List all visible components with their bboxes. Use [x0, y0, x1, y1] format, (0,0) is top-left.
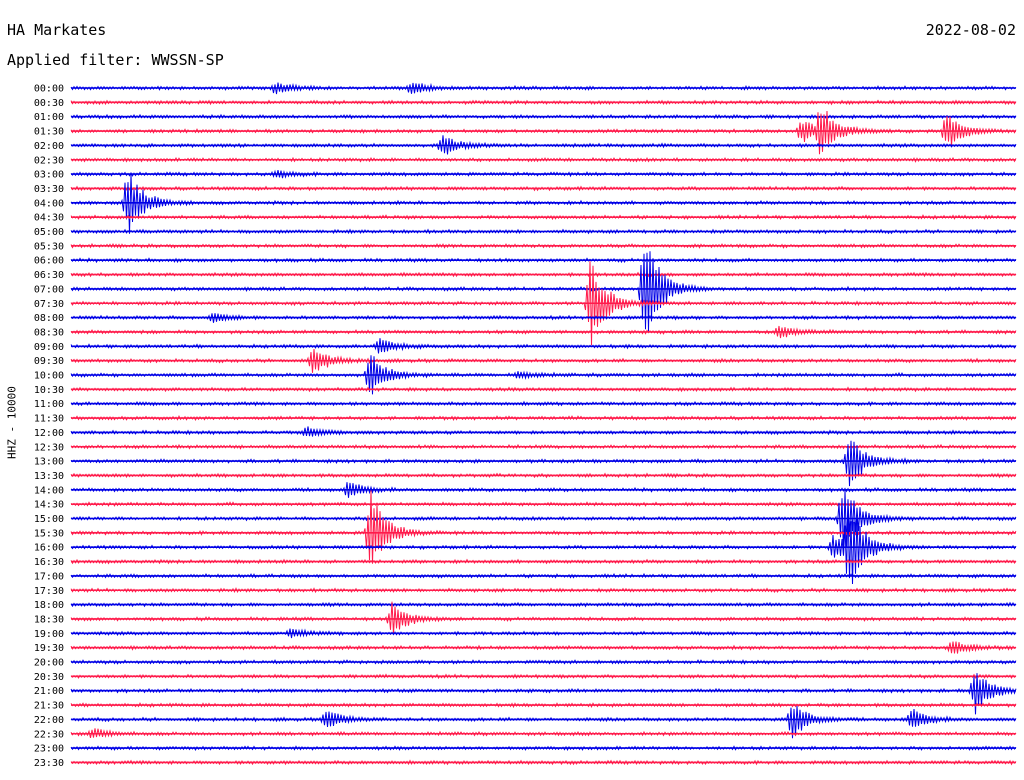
- trace-line: [70, 338, 1017, 354]
- trace-line: [70, 313, 1017, 323]
- trace-line: [70, 173, 1017, 234]
- row-label: 12:30: [34, 442, 64, 453]
- row-label: 10:00: [34, 371, 64, 382]
- row-label: 05:30: [34, 241, 64, 252]
- trace-line: [70, 113, 1017, 120]
- row-label: 06:00: [34, 256, 64, 267]
- trace-line: [70, 156, 1017, 163]
- row-label: 20:30: [34, 672, 64, 683]
- row-label: 23:00: [34, 744, 64, 755]
- row-label: 14:30: [34, 500, 64, 511]
- row-label: 00:00: [34, 84, 64, 95]
- row-label: 22:30: [34, 729, 64, 740]
- row-label: 16:00: [34, 543, 64, 554]
- row-label: 07:30: [34, 299, 64, 310]
- row-label: 01:00: [34, 112, 64, 123]
- row-label: 21:30: [34, 701, 64, 712]
- row-label: 18:00: [34, 600, 64, 611]
- row-label: 15:30: [34, 528, 64, 539]
- row-label: 08:30: [34, 327, 64, 338]
- row-label: 15:00: [34, 514, 64, 525]
- row-label: 09:30: [34, 356, 64, 367]
- trace-line: [70, 110, 1017, 155]
- trace-line: [70, 426, 1017, 438]
- row-label: 06:30: [34, 270, 64, 281]
- trace-line: [70, 673, 1017, 715]
- trace-line: [70, 214, 1017, 221]
- row-label: 16:30: [34, 557, 64, 568]
- trace-line: [70, 414, 1017, 421]
- row-label: 20:00: [34, 658, 64, 669]
- row-label: 11:00: [34, 399, 64, 410]
- row-label: 03:30: [34, 184, 64, 195]
- row-label: 08:00: [34, 313, 64, 324]
- row-label: 13:30: [34, 471, 64, 482]
- trace-line: [70, 601, 1017, 635]
- row-label: 11:30: [34, 414, 64, 425]
- date-label: 2022-08-02: [925, 21, 1016, 39]
- row-label: 19:30: [34, 643, 64, 654]
- row-label: 00:30: [34, 98, 64, 109]
- row-label: 02:00: [34, 141, 64, 152]
- row-label: 07:00: [34, 284, 64, 295]
- row-label: 19:00: [34, 629, 64, 640]
- row-label: 23:30: [34, 758, 64, 769]
- row-label: 22:00: [34, 715, 64, 726]
- trace-line: [70, 673, 1017, 680]
- row-label: 18:30: [34, 614, 64, 625]
- row-label: 04:30: [34, 213, 64, 224]
- filter-label: Applied filter: WWSSN-SP: [7, 51, 224, 69]
- row-label: 10:30: [34, 385, 64, 396]
- station-title: HA Markates: [7, 21, 107, 39]
- trace-line: [70, 400, 1017, 407]
- row-label: 02:30: [34, 155, 64, 166]
- row-label: 17:00: [34, 571, 64, 582]
- trace-line: [70, 759, 1017, 766]
- row-label: 21:00: [34, 686, 64, 697]
- row-label: 04:00: [34, 198, 64, 209]
- row-label: 17:30: [34, 586, 64, 597]
- row-label: 05:00: [34, 227, 64, 238]
- row-labels: 00:00 00:30 01:00 01:30 02:00 02:30 03:00 03:30…: [34, 84, 64, 769]
- trace-line: [70, 482, 1017, 498]
- row-label: 12:00: [34, 428, 64, 439]
- traces: [70, 82, 1017, 766]
- row-label: 01:30: [34, 127, 64, 138]
- row-label: 13:00: [34, 457, 64, 468]
- trace-line: [70, 745, 1017, 752]
- trace-line: [70, 587, 1017, 594]
- trace-line: [70, 558, 1017, 565]
- row-label: 14:00: [34, 485, 64, 496]
- row-label: 09:00: [34, 342, 64, 353]
- trace-line: [70, 261, 1017, 346]
- row-label: 03:00: [34, 170, 64, 181]
